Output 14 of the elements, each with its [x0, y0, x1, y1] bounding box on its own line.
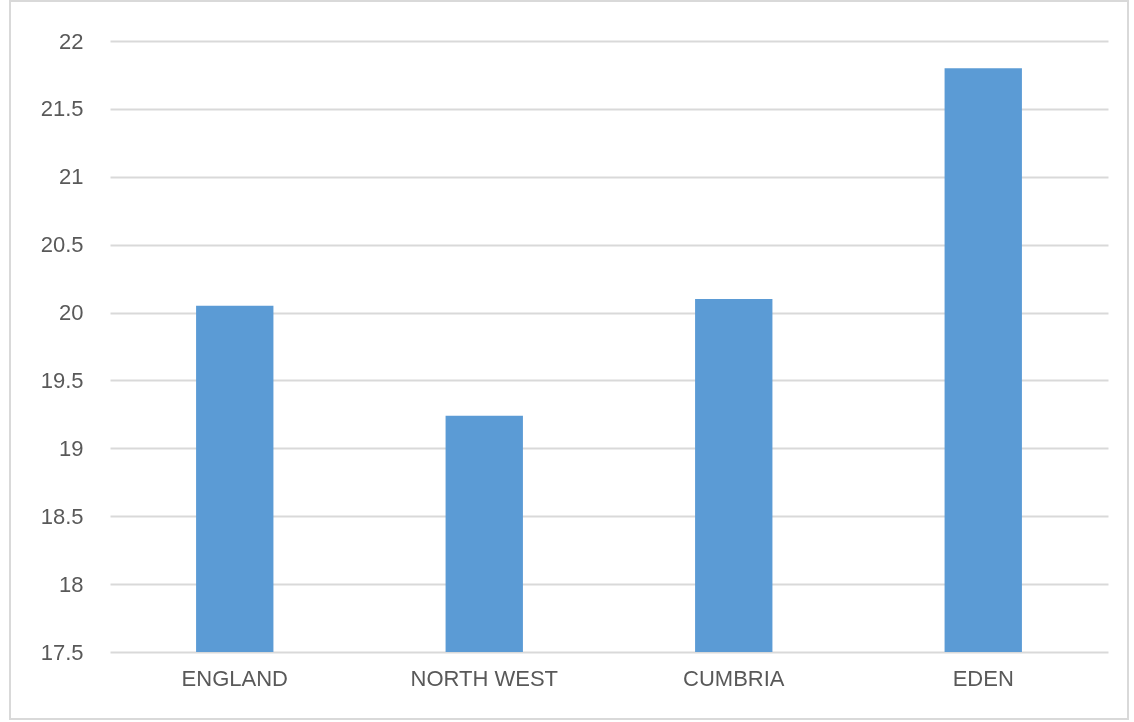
y-tick-label: 21 [59, 164, 84, 190]
x-tick-label: EDEN [952, 665, 1014, 691]
y-tick-label: 20.5 [40, 232, 84, 258]
x-tick-label: ENGLAND [181, 665, 288, 691]
x-tick-label: NORTH WEST [410, 665, 558, 691]
y-tick-label: 19.5 [40, 367, 84, 393]
y-tick-label: 17.5 [40, 639, 84, 665]
y-tick-label: 18.5 [40, 503, 84, 529]
y-tick-label: 22 [59, 28, 84, 54]
y-tick-label: 21.5 [40, 96, 84, 122]
y-tick-label: 19 [59, 435, 84, 461]
x-tick-label: CUMBRIA [683, 665, 785, 691]
y-tick-label: 20 [59, 300, 84, 326]
y-tick-label: 18 [59, 571, 84, 597]
